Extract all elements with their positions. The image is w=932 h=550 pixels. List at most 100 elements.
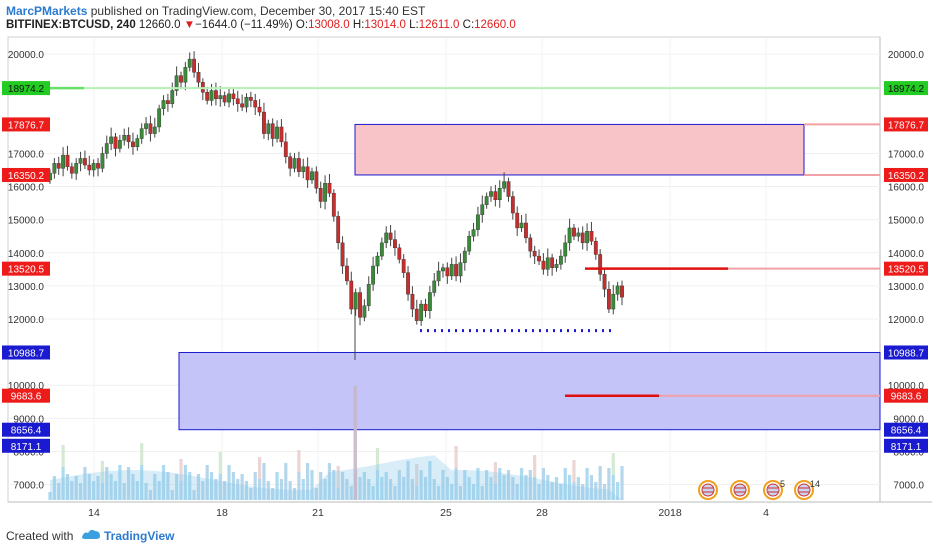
volume-bar bbox=[611, 475, 615, 500]
volume-bar bbox=[519, 468, 524, 500]
volume-bar bbox=[406, 461, 410, 500]
candle-body bbox=[135, 138, 140, 148]
candle-body bbox=[74, 163, 79, 174]
volume-bar bbox=[546, 475, 550, 500]
volume-bar bbox=[61, 467, 65, 500]
candle-body bbox=[327, 183, 332, 194]
candle-body bbox=[489, 191, 493, 197]
volume-bar bbox=[428, 461, 432, 500]
candle-body bbox=[558, 255, 563, 265]
volume-bar bbox=[196, 474, 201, 500]
candles-layer bbox=[48, 51, 624, 360]
flag-event-icon[interactable] bbox=[698, 480, 718, 500]
svg-text:9683.6: 9683.6 bbox=[891, 392, 922, 403]
volume-bar bbox=[598, 466, 602, 500]
author-link[interactable]: MarcPMarkets bbox=[6, 4, 88, 18]
flag-event-icon[interactable] bbox=[794, 480, 814, 500]
tradingview-brand[interactable]: TradingView bbox=[104, 529, 175, 543]
volume-bar bbox=[188, 472, 192, 500]
candle-body bbox=[227, 93, 231, 103]
y-tick-label: 10000.0 bbox=[888, 381, 925, 392]
candle-body bbox=[240, 103, 245, 108]
y-tick-label: 15000.0 bbox=[888, 216, 925, 227]
volume-bar bbox=[284, 463, 288, 500]
candle-body bbox=[379, 242, 384, 257]
candle-body bbox=[283, 141, 288, 157]
volume-bar bbox=[275, 472, 279, 500]
volume-bar bbox=[563, 468, 567, 500]
volume-bar bbox=[231, 472, 235, 500]
y-tick-label-left: 16000.0 bbox=[8, 183, 45, 194]
volume-bar bbox=[148, 490, 153, 500]
candle-body bbox=[353, 292, 358, 310]
flag-event-icon[interactable] bbox=[730, 480, 750, 500]
candle-body bbox=[161, 100, 166, 109]
candle-body bbox=[196, 72, 201, 83]
volume-bar bbox=[576, 477, 580, 500]
volume-bar-tall bbox=[179, 459, 183, 481]
volume-bar bbox=[358, 477, 362, 500]
chart-header: MarcPMarkets published on TradingView.co… bbox=[0, 0, 932, 36]
y-tick-label-left: 9000.0 bbox=[13, 414, 44, 425]
resistance-zone[interactable] bbox=[354, 123, 805, 176]
volume-bar bbox=[170, 490, 174, 500]
candle-body bbox=[266, 123, 271, 134]
candle-body bbox=[615, 285, 620, 295]
candle-body bbox=[449, 264, 454, 277]
volume-bar bbox=[100, 483, 104, 500]
volume-bar bbox=[301, 479, 305, 500]
volume-average-area bbox=[50, 455, 622, 500]
candle-body bbox=[248, 96, 253, 101]
candle-body bbox=[388, 232, 393, 240]
volume-bar bbox=[524, 475, 528, 500]
volume-bar bbox=[153, 474, 157, 500]
volume-bar bbox=[223, 481, 227, 500]
volume-bar bbox=[528, 470, 532, 500]
candle-body bbox=[589, 231, 594, 242]
volume-bar bbox=[602, 484, 607, 500]
volume-bar bbox=[201, 481, 205, 500]
volume-bar-tall bbox=[297, 450, 301, 472]
y-tick-label-left: 15000.0 bbox=[8, 216, 45, 227]
open-label: O: bbox=[295, 19, 309, 31]
candle-body bbox=[275, 126, 279, 139]
flag-event-icon[interactable] bbox=[763, 480, 783, 500]
volume-bar bbox=[257, 479, 262, 500]
volume-bar bbox=[340, 472, 345, 500]
volume-bar bbox=[572, 482, 576, 500]
volume-layer bbox=[48, 386, 624, 500]
created-with-label: Created with bbox=[6, 529, 74, 543]
volume-bar bbox=[345, 479, 349, 500]
price-tag-right: 18974.2 bbox=[884, 81, 928, 96]
candle-body bbox=[83, 158, 87, 166]
symbol-label: BITFINEX:BTCUSD, 240 bbox=[6, 19, 136, 31]
svg-text:8171.1: 8171.1 bbox=[891, 442, 922, 453]
volume-bar bbox=[581, 484, 585, 500]
candle-body bbox=[262, 111, 266, 134]
candle-body bbox=[406, 272, 410, 295]
tradingview-logo-icon[interactable] bbox=[80, 527, 102, 541]
candle-body bbox=[257, 106, 262, 113]
price-chart[interactable]: 20000.020000.019000.019000.017000.017000… bbox=[0, 0, 932, 520]
candle-body bbox=[122, 135, 127, 141]
volume-bar bbox=[209, 472, 214, 500]
candle-body bbox=[554, 264, 559, 268]
volume-bar bbox=[319, 472, 323, 500]
volume-bar bbox=[594, 482, 598, 500]
volume-bar bbox=[445, 477, 449, 500]
volume-bar bbox=[266, 481, 270, 500]
volume-bar-tall bbox=[100, 461, 104, 483]
last-price: 12660.0 bbox=[138, 19, 181, 31]
svg-text:13520.5: 13520.5 bbox=[8, 265, 45, 276]
volume-bar bbox=[105, 467, 109, 500]
volume-bar bbox=[550, 482, 554, 500]
volume-bar bbox=[511, 477, 515, 500]
volume-bar-tall bbox=[257, 457, 262, 479]
volume-bar bbox=[70, 481, 74, 500]
candle-body bbox=[314, 171, 319, 189]
candle-body bbox=[519, 222, 524, 229]
candle-body bbox=[131, 141, 135, 148]
candle-body bbox=[436, 270, 441, 282]
volume-bar bbox=[533, 477, 537, 500]
support-zone[interactable] bbox=[178, 351, 881, 431]
